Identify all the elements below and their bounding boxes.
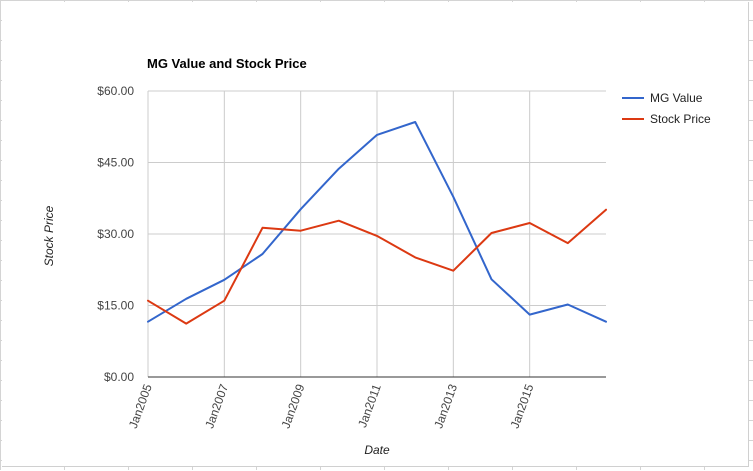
y-tick-label: $45.00 (97, 156, 134, 170)
legend: MG Value Stock Price (622, 91, 711, 126)
y-axis-label: Stock Price (42, 205, 56, 266)
series-line-stock-price (147, 208, 607, 325)
y-tick-label: $30.00 (97, 227, 134, 241)
series-line-mg-value (147, 121, 607, 323)
x-axis-tick-labels: Jan2005 Jan2007 Jan2009 Jan2011 Jan2013 Jan20… (126, 382, 537, 430)
y-tick-label: $0.00 (104, 370, 134, 384)
line-chart: MG Value and Stock Price $0.00 $15.00 $30.… (42, 56, 711, 457)
legend-label-mg-value: MG Value (650, 91, 703, 105)
legend-label-stock-price: Stock Price (650, 112, 711, 126)
chart-card: MG Value and Stock Price $0.00 $15.00 $30.… (2, 2, 749, 467)
chart-title: MG Value and Stock Price (147, 56, 307, 71)
x-tick-label: Jan2011 (355, 382, 384, 430)
x-gridlines (147, 91, 531, 377)
x-axis-label: Date (364, 443, 390, 457)
x-tick-label: Jan2013 (431, 382, 460, 430)
y-tick-label: $60.00 (97, 84, 134, 98)
y-tick-label: $15.00 (97, 299, 134, 313)
x-tick-label: Jan2007 (202, 382, 231, 430)
x-tick-label: Jan2015 (508, 382, 537, 430)
series-lines (147, 121, 607, 325)
x-tick-label: Jan2005 (126, 382, 155, 430)
y-axis-tick-labels: $0.00 $15.00 $30.00 $45.00 $60.00 (97, 84, 134, 384)
x-tick-label: Jan2009 (279, 382, 308, 430)
